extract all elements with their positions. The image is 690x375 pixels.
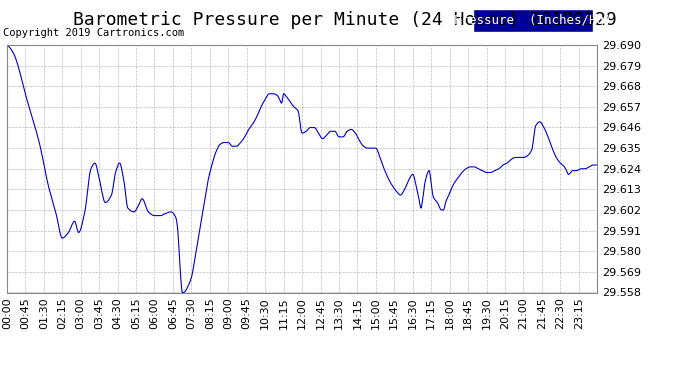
Text: Pressure  (Inches/Hg): Pressure (Inches/Hg) (454, 14, 612, 27)
Text: Copyright 2019 Cartronics.com: Copyright 2019 Cartronics.com (3, 28, 185, 38)
Text: Barometric Pressure per Minute (24 Hours) 20190529: Barometric Pressure per Minute (24 Hours… (73, 11, 617, 29)
